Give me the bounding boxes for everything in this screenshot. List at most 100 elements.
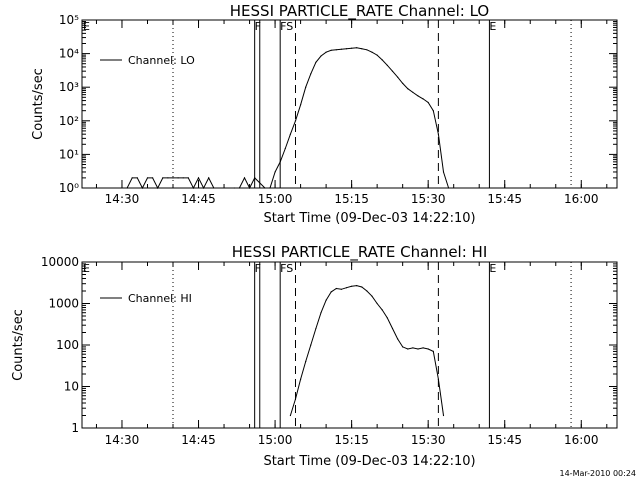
y-axis-label: Counts/sec bbox=[31, 68, 46, 140]
data-point bbox=[432, 110, 434, 112]
marker-label: E bbox=[489, 262, 496, 275]
x-tick-label: 15:30 bbox=[411, 433, 446, 447]
data-point bbox=[254, 177, 256, 179]
data-point bbox=[397, 76, 399, 78]
data-point bbox=[310, 73, 312, 75]
data-point bbox=[238, 187, 240, 189]
data-point bbox=[131, 177, 133, 179]
data-point bbox=[203, 187, 205, 189]
data-point bbox=[320, 55, 322, 57]
data-point bbox=[391, 70, 394, 72]
data-point bbox=[315, 61, 317, 63]
data-point bbox=[305, 360, 307, 363]
y-tick-label: 100 bbox=[56, 338, 79, 352]
data-point bbox=[412, 347, 414, 349]
data-point bbox=[361, 48, 363, 50]
data-point bbox=[361, 286, 363, 288]
data-point bbox=[366, 290, 368, 292]
marker-label: E bbox=[83, 262, 90, 275]
data-point bbox=[310, 344, 312, 346]
data-point bbox=[289, 133, 291, 135]
data-point bbox=[172, 177, 174, 179]
series-line bbox=[126, 47, 450, 190]
data-point bbox=[407, 88, 409, 90]
data-point bbox=[351, 285, 353, 287]
data-point bbox=[386, 317, 388, 319]
data-point bbox=[391, 327, 394, 330]
data-point bbox=[243, 177, 246, 179]
data-point bbox=[351, 47, 353, 49]
x-tick-label: 14:30 bbox=[105, 192, 140, 206]
data-point bbox=[356, 47, 358, 49]
marker-label: FS bbox=[280, 20, 293, 33]
data-point bbox=[305, 86, 307, 88]
x-axis-label: Start Time (09-Dec-03 14:22:10) bbox=[263, 454, 475, 469]
y-tick-label: 10000 bbox=[41, 255, 79, 269]
data-point bbox=[371, 295, 373, 297]
y-tick-label: 10¹ bbox=[59, 147, 79, 161]
data-point bbox=[422, 98, 424, 100]
data-point bbox=[249, 187, 251, 189]
data-point bbox=[397, 338, 399, 340]
x-tick-label: 15:00 bbox=[258, 433, 293, 447]
data-point bbox=[141, 187, 143, 189]
data-point bbox=[376, 54, 378, 56]
data-point bbox=[412, 91, 414, 93]
x-tick-label: 15:15 bbox=[334, 192, 369, 206]
x-tick-label: 15:15 bbox=[334, 433, 369, 447]
y-tick-label: 10⁰ bbox=[59, 181, 79, 195]
data-point bbox=[162, 177, 164, 179]
data-point bbox=[442, 414, 445, 417]
data-point bbox=[381, 59, 383, 61]
legend-label: Channel: LO bbox=[128, 54, 195, 67]
data-point bbox=[371, 51, 373, 53]
data-point bbox=[402, 346, 404, 348]
data-point bbox=[152, 177, 154, 179]
marker-label: E bbox=[83, 20, 90, 33]
data-point bbox=[386, 64, 388, 66]
data-point bbox=[213, 187, 215, 189]
data-point bbox=[192, 187, 194, 189]
y-axis-label: Counts/sec bbox=[11, 309, 26, 381]
chart-panel-lo: HESSI PARTICLE_RATE Channel: LO 10⁰ 10¹ 10²… bbox=[31, 2, 618, 226]
y-tick-label: 10³ bbox=[59, 80, 79, 94]
chart-title: HESSI PARTICLE_RATE Channel: HI bbox=[232, 243, 488, 262]
marker-label: E bbox=[489, 20, 496, 33]
data-point bbox=[335, 49, 337, 51]
data-point bbox=[167, 177, 169, 179]
plot-frame bbox=[81, 19, 618, 189]
y-tick-label: 10² bbox=[59, 114, 79, 128]
y-tick-label: 10⁵ bbox=[59, 13, 79, 27]
data-point bbox=[157, 187, 159, 189]
data-point bbox=[381, 309, 383, 311]
data-point bbox=[284, 147, 286, 150]
x-tick-label: 14:30 bbox=[105, 433, 140, 447]
data-point bbox=[177, 177, 179, 179]
legend-label: Channel: HI bbox=[128, 292, 192, 305]
data-point bbox=[294, 120, 297, 122]
x-axis-label: Start Time (09-Dec-03 14:22:10) bbox=[263, 211, 475, 226]
data-point bbox=[402, 82, 404, 84]
data-point bbox=[315, 327, 317, 330]
data-point bbox=[407, 348, 409, 350]
y-tick-label: 10⁴ bbox=[59, 47, 79, 61]
data-point bbox=[437, 378, 439, 380]
data-point bbox=[279, 161, 281, 163]
data-point bbox=[136, 177, 138, 179]
data-point bbox=[340, 48, 342, 50]
data-point bbox=[269, 187, 271, 189]
data-point bbox=[300, 104, 302, 106]
data-point bbox=[330, 291, 332, 293]
chart-panel-hi: HESSI PARTICLE_RATE Channel: HI 1 10 100 100… bbox=[11, 243, 618, 469]
data-point bbox=[208, 177, 210, 179]
data-point bbox=[197, 177, 200, 179]
x-tick-label: 14:45 bbox=[181, 433, 216, 447]
data-point bbox=[427, 101, 429, 104]
data-point bbox=[437, 133, 439, 135]
y-tick-label: 1 bbox=[71, 421, 79, 435]
data-point bbox=[417, 348, 419, 350]
data-point bbox=[345, 287, 348, 289]
data-point bbox=[187, 177, 189, 179]
data-point bbox=[427, 348, 429, 350]
